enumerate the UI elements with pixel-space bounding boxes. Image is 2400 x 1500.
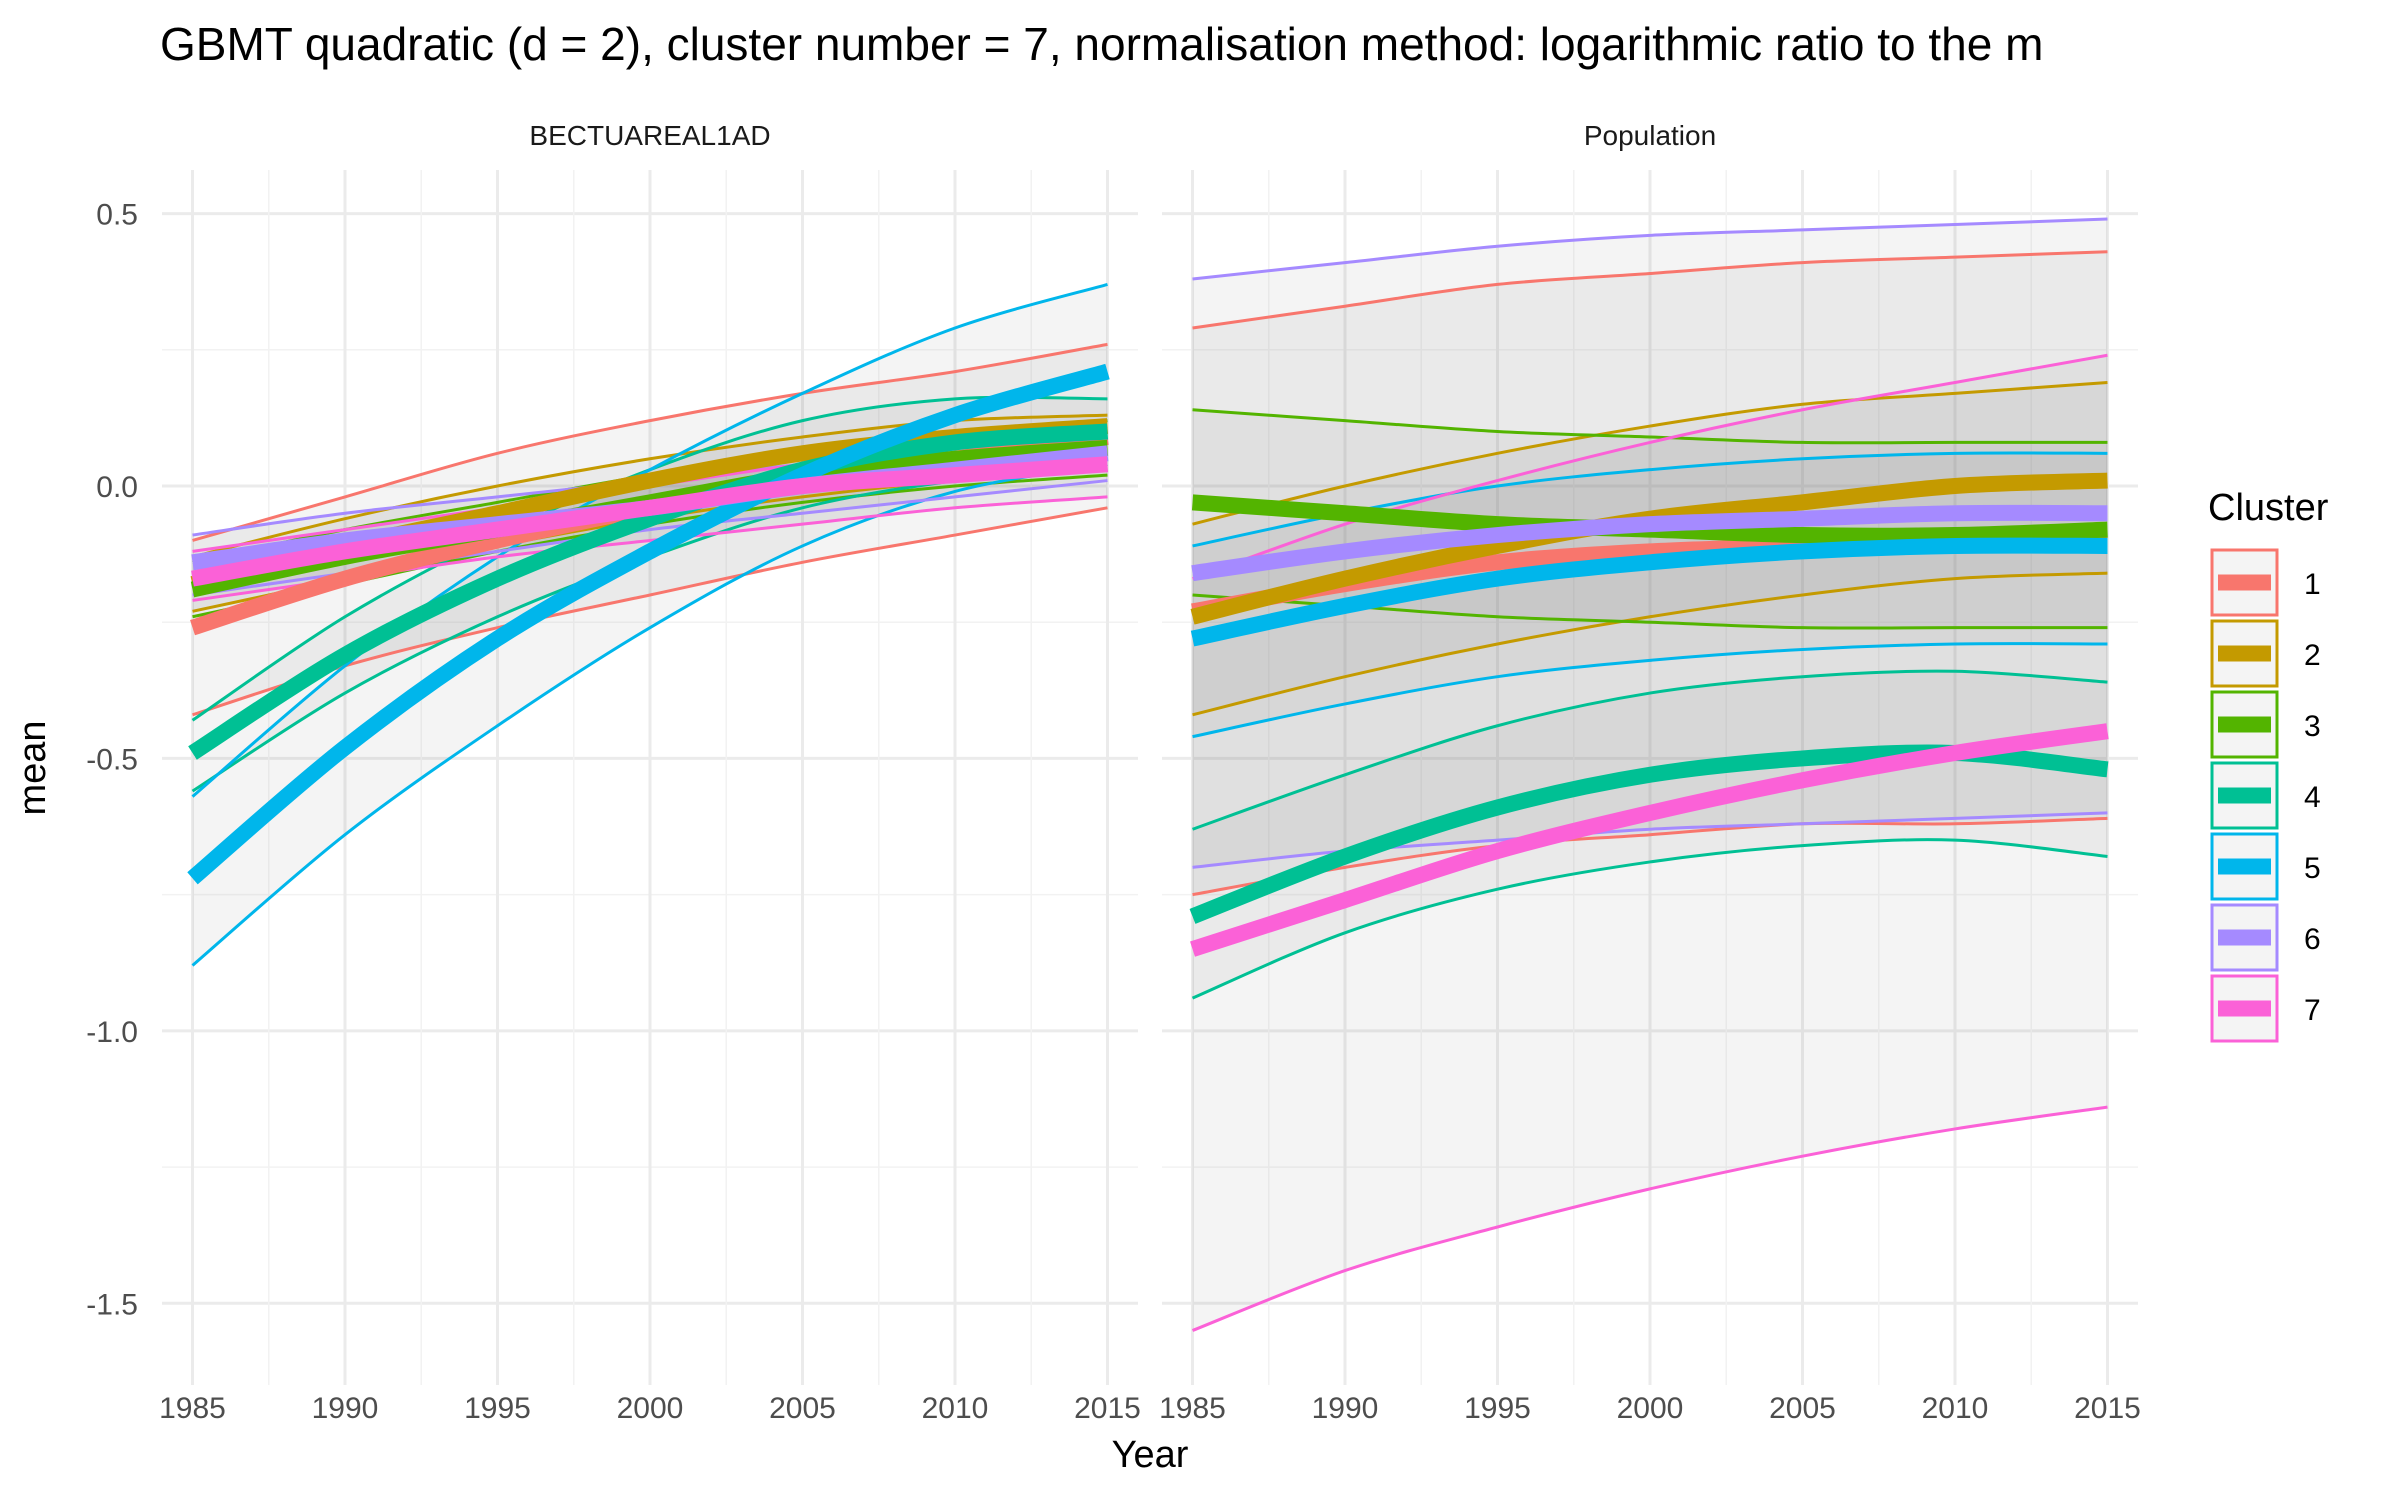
mean-line-cluster-6: [1191, 504, 2108, 582]
legend-key-7: [2210, 974, 2279, 1043]
ribbon-cluster-6: [1192, 219, 2108, 868]
legend-key-1: [2210, 548, 2279, 617]
legend: Cluster 1 2 3 4 5 6 7: [2208, 487, 2329, 1043]
chart-title: GBMT quadratic (d = 2), cluster number =…: [160, 18, 2043, 70]
legend-title: Cluster: [2208, 487, 2329, 529]
legend-label: 4: [2304, 781, 2321, 814]
panel-left: 1985 1990 1995 2000 2005 2010 2015: [159, 170, 1141, 1425]
ribbon-cluster-1: [1192, 251, 2108, 895]
x-tick-label: 2010: [1922, 1392, 1989, 1425]
panel-title-left: BECTUAREAL1AD: [529, 120, 770, 151]
bound-line-upper-cluster-4: [1191, 669, 2108, 831]
bound-line-lower-cluster-7: [1191, 1105, 2108, 1332]
legend-key-2: [2210, 619, 2279, 688]
x-tick-label: 1990: [312, 1392, 379, 1425]
x-tick-label: 2005: [769, 1392, 836, 1425]
panel-right: 1985 1990 1995 2000 2005 2010 2015: [1159, 170, 2141, 1425]
x-tick-label: 1985: [159, 1392, 226, 1425]
bound-line-upper-cluster-2: [1192, 380, 2108, 526]
x-tick-label: 2000: [617, 1392, 684, 1425]
y-tick-label: -0.5: [86, 743, 138, 776]
bound-line-upper-cluster-1: [1192, 250, 2108, 330]
mean-line-cluster-5: [1190, 537, 2108, 647]
y-axis: 0.5 0.0 -0.5 -1.0 -1.5: [86, 199, 138, 1322]
y-axis-label: mean: [12, 720, 54, 815]
bound-line-lower-cluster-5: [1192, 642, 2108, 739]
bound-line-upper-cluster-6: [1192, 217, 2108, 281]
x-tick-label: 1995: [1464, 1392, 1531, 1425]
legend-label: 3: [2304, 710, 2321, 743]
bound-line-lower-cluster-1: [1192, 816, 2108, 897]
panel-title-right: Population: [1584, 120, 1716, 151]
y-tick-label: -1.0: [86, 1016, 138, 1049]
mean-line-cluster-4: [188, 423, 1109, 760]
x-tick-label: 2015: [2074, 1392, 2141, 1425]
bound-line-lower-cluster-2: [1192, 571, 2108, 717]
legend-key-6: [2210, 903, 2279, 972]
legend-label: 6: [2304, 923, 2321, 956]
legend-key-5: [2210, 832, 2279, 901]
legend-label: 5: [2304, 852, 2321, 885]
y-tick-label: 0.5: [96, 199, 138, 232]
x-tick-label: 2005: [1769, 1392, 1836, 1425]
x-tick-label: 2000: [1617, 1392, 1684, 1425]
x-axis-label: Year: [1112, 1434, 1189, 1476]
x-tick-label: 1995: [464, 1392, 531, 1425]
bound-line-upper-cluster-7: [1191, 353, 2108, 581]
legend-label: 2: [2304, 639, 2321, 672]
x-tick-label: 2015: [1074, 1392, 1141, 1425]
legend-key-3: [2210, 690, 2279, 759]
x-tick-label: 1990: [1312, 1392, 1379, 1425]
bound-line-upper-cluster-1: [192, 342, 1108, 542]
legend-label: 7: [2304, 994, 2321, 1027]
legend-label: 1: [2304, 568, 2321, 601]
mean-line-cluster-5: [187, 363, 1110, 885]
y-tick-label: 0.0: [96, 471, 138, 504]
bound-line-lower-cluster-4: [1191, 838, 2108, 1000]
bound-line-upper-cluster-3: [1192, 408, 2108, 445]
legend-key-4: [2210, 761, 2279, 830]
mean-line-cluster-7: [1190, 723, 2109, 957]
x-tick-label: 1985: [1159, 1392, 1226, 1425]
y-tick-label: -1.5: [86, 1288, 138, 1321]
bound-line-lower-cluster-5: [191, 462, 1108, 967]
mean-line-cluster-7: [191, 456, 1109, 587]
x-tick-label: 2010: [922, 1392, 989, 1425]
bound-line-upper-cluster-5: [191, 282, 1108, 798]
